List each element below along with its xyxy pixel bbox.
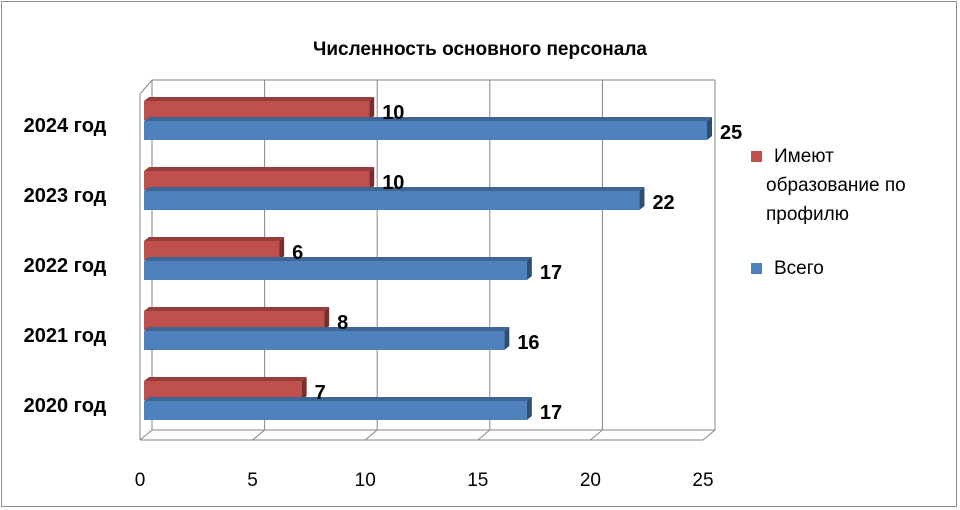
legend-swatch bbox=[751, 151, 762, 162]
bar-top-face bbox=[144, 257, 532, 261]
bar-end-face bbox=[526, 397, 532, 420]
legend-entry: Всего bbox=[751, 258, 824, 279]
bar-front-face bbox=[144, 171, 370, 190]
bar-end-face bbox=[526, 257, 532, 280]
x-tick-label: 5 bbox=[247, 470, 258, 491]
bar-front-face bbox=[144, 121, 707, 140]
y-category-label: 2022 год bbox=[24, 255, 107, 277]
floor-tick bbox=[477, 429, 491, 441]
bar-front-face bbox=[144, 191, 640, 210]
bar-front-face bbox=[144, 311, 325, 330]
bar bbox=[144, 117, 712, 140]
bar bbox=[144, 307, 330, 330]
legend-swatch bbox=[751, 263, 762, 274]
y-category-label: 2021 год bbox=[24, 325, 107, 347]
bar-top-face bbox=[144, 117, 712, 121]
bar-top-face bbox=[144, 377, 307, 381]
floor-tick bbox=[702, 429, 716, 441]
bar-front-face bbox=[144, 381, 302, 400]
bar-end-face bbox=[301, 377, 307, 400]
bar bbox=[144, 327, 510, 350]
y-category-label: 2020 год bbox=[24, 395, 107, 417]
legend-label: Имеют bbox=[774, 146, 834, 167]
bar-top-face bbox=[144, 97, 375, 101]
legend-label: Всего bbox=[774, 258, 824, 279]
data-label: 7 bbox=[315, 382, 326, 404]
legend-entry: Имеют образование по профилю bbox=[751, 146, 906, 225]
data-label: 10 bbox=[382, 102, 404, 124]
bar bbox=[144, 237, 285, 260]
data-label: 25 bbox=[720, 122, 742, 144]
bar-front-face bbox=[144, 401, 527, 420]
bar-top-face bbox=[144, 167, 375, 171]
bar bbox=[144, 377, 307, 400]
legend-label: профилю bbox=[766, 204, 849, 225]
x-tick-label: 0 bbox=[135, 470, 146, 491]
bar-top-face bbox=[144, 237, 285, 241]
bar-end-face bbox=[504, 327, 510, 350]
data-label: 16 bbox=[517, 332, 539, 354]
x-tick-label: 25 bbox=[692, 470, 713, 491]
labels-layer: 0 5 10 15 20 25 2020 год 7 17 2021 год 8 16 2022 год… bbox=[24, 102, 743, 491]
bar-front-face bbox=[144, 331, 505, 350]
bar bbox=[144, 167, 375, 190]
bar-end-face bbox=[324, 307, 330, 330]
data-label: 8 bbox=[337, 312, 348, 334]
y-category-label: 2024 год bbox=[24, 115, 107, 137]
data-label: 6 bbox=[292, 242, 303, 264]
floor-tick bbox=[364, 429, 378, 441]
data-label: 10 bbox=[382, 172, 404, 194]
bar-front-face bbox=[144, 241, 280, 260]
bar bbox=[144, 187, 645, 210]
y-axis-depth bbox=[139, 79, 153, 95]
bar-end-face bbox=[369, 167, 375, 190]
bar-top-face bbox=[144, 397, 532, 401]
bar-top-face bbox=[144, 327, 510, 331]
floor-tick bbox=[590, 429, 603, 441]
legend-label: образование по bbox=[766, 175, 906, 196]
floor-tick bbox=[139, 429, 153, 441]
x-tick-label: 15 bbox=[467, 470, 488, 491]
legend: Имеют образование по профилю Всего bbox=[751, 146, 906, 279]
data-label: 17 bbox=[540, 262, 562, 284]
bars-layer bbox=[144, 97, 712, 420]
bar-end-face bbox=[707, 117, 712, 140]
bar bbox=[144, 97, 375, 120]
x-tick-label: 20 bbox=[580, 470, 601, 491]
bar-front-face bbox=[144, 101, 370, 120]
y-category-label: 2023 год bbox=[24, 185, 107, 207]
data-label: 17 bbox=[540, 402, 562, 424]
bar-end-face bbox=[279, 237, 285, 260]
bar-top-face bbox=[144, 307, 330, 311]
bar bbox=[144, 257, 532, 280]
data-label: 22 bbox=[652, 192, 674, 214]
chart-title: Численность основного персонала bbox=[313, 39, 647, 60]
bar-front-face bbox=[144, 261, 527, 280]
floor-tick bbox=[252, 429, 265, 441]
bar-top-face bbox=[144, 187, 645, 191]
x-tick-label: 10 bbox=[355, 470, 376, 491]
bar-end-face bbox=[369, 97, 375, 120]
bar bbox=[144, 397, 532, 420]
bar-end-face bbox=[639, 187, 645, 210]
